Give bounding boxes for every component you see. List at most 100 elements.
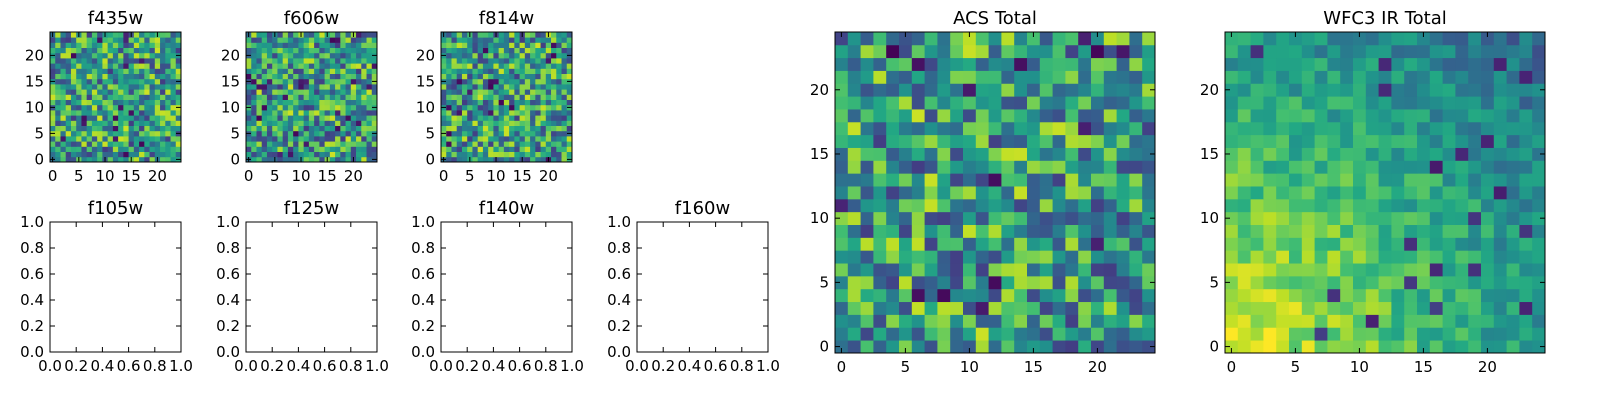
heatmap-cell [472, 136, 479, 142]
heatmap-cell [170, 136, 177, 142]
heatmap-cell [65, 42, 72, 48]
heatmap-cell [524, 84, 531, 90]
heatmap-cell [1442, 301, 1456, 315]
heatmap-cell [371, 37, 378, 43]
heatmap-cell [899, 275, 913, 290]
heatmap-cell [81, 146, 88, 152]
heatmap-cell [55, 52, 61, 59]
heatmap-cell [97, 52, 103, 59]
heatmap-cell [493, 78, 500, 85]
y-tick-label: 0 [34, 150, 44, 168]
heatmap-cell [272, 136, 278, 142]
heatmap-cell [561, 89, 568, 95]
heatmap-cell [261, 156, 268, 163]
heatmap-cell [335, 84, 341, 90]
heatmap-cell [160, 99, 166, 106]
heatmap-cell [835, 250, 849, 264]
axis-frame [49, 31, 182, 163]
heatmap-cell [467, 99, 473, 106]
heatmap-cell [123, 104, 129, 111]
heatmap-cell [482, 115, 489, 121]
heatmap-cell [1301, 109, 1315, 123]
heatmap-cell [1001, 96, 1015, 110]
heatmap-cell [561, 84, 568, 90]
heatmap-cell [446, 63, 452, 69]
heatmap-cell [1353, 340, 1367, 354]
heatmap-cell [107, 37, 114, 43]
heatmap-cell [340, 84, 346, 90]
heatmap-cell [860, 44, 874, 59]
heatmap-cell [282, 78, 289, 85]
heatmap-cell [314, 78, 320, 85]
heatmap-cell [1301, 160, 1315, 174]
heatmap-cell [1378, 237, 1392, 251]
heatmap-cell [329, 156, 336, 163]
heatmap-cell [1455, 250, 1469, 264]
heatmap-cell [561, 47, 568, 54]
heatmap-cell [345, 47, 352, 54]
heatmap-cell [70, 73, 77, 80]
heatmap-cell [175, 89, 182, 95]
heatmap-cell [366, 58, 373, 64]
heatmap-cell [246, 141, 252, 147]
heatmap-cell [319, 130, 325, 137]
heatmap-cell [149, 73, 156, 80]
heatmap-cell [975, 263, 989, 277]
heatmap-cell [835, 288, 849, 303]
axis-frame [245, 221, 378, 353]
heatmap-cell [1378, 340, 1392, 354]
heatmap-cell [456, 151, 463, 158]
heatmap-cell [335, 120, 341, 126]
heatmap-cell [123, 146, 129, 152]
heatmap-cell [1225, 121, 1239, 136]
heatmap-cell [1519, 44, 1533, 59]
heatmap-cell [154, 58, 161, 64]
heatmap-cell [329, 52, 336, 59]
heatmap-cell [133, 58, 140, 64]
y-tick-label: 0.4 [216, 291, 240, 309]
heatmap-cell [482, 94, 489, 100]
heatmap-cell [950, 314, 964, 328]
heatmap-cell [1103, 70, 1117, 84]
heatmap-cell [86, 78, 93, 85]
heatmap-cell [509, 42, 515, 48]
heatmap-cell [303, 94, 310, 100]
heatmap-cell [314, 120, 320, 126]
heatmap-cell [1417, 327, 1431, 341]
heatmap-cell [498, 120, 505, 126]
heatmap-cell [835, 57, 849, 71]
heatmap-cell [1493, 173, 1507, 187]
heatmap-cell [441, 141, 447, 147]
heatmap-cell [86, 42, 93, 48]
heatmap-cell [509, 73, 515, 80]
heatmap-cell [1417, 109, 1431, 123]
heatmap-cell [361, 73, 367, 80]
heatmap-cell [123, 141, 129, 147]
heatmap-cell [76, 151, 82, 158]
heatmap-cell [1250, 44, 1264, 59]
heatmap-cell [924, 160, 938, 174]
heatmap-cell [149, 63, 156, 69]
heatmap-cell [139, 73, 145, 80]
heatmap-cell [566, 115, 573, 121]
heatmap-cell [107, 115, 114, 121]
heatmap-cell [139, 89, 145, 95]
heatmap-cell [1468, 57, 1482, 71]
heatmap-cell [1116, 340, 1130, 354]
heatmap-cell [467, 84, 473, 90]
heatmap-cell [1078, 301, 1092, 315]
y-tick-label: 0.0 [20, 343, 44, 361]
heatmap-cell [1455, 44, 1469, 59]
heatmap-cell [1442, 32, 1456, 46]
heatmap-cell [308, 104, 315, 111]
heatmap-cell [112, 37, 119, 43]
heatmap-cell [988, 147, 1002, 161]
heatmap-cell [256, 78, 263, 85]
heatmap-cell [1129, 186, 1143, 200]
heatmap-cell [246, 63, 252, 69]
heatmap-cell [524, 130, 531, 137]
heatmap-cell [975, 288, 989, 303]
heatmap-cell [1276, 327, 1290, 341]
heatmap-cell [524, 68, 531, 74]
heatmap-cell [1289, 173, 1303, 187]
